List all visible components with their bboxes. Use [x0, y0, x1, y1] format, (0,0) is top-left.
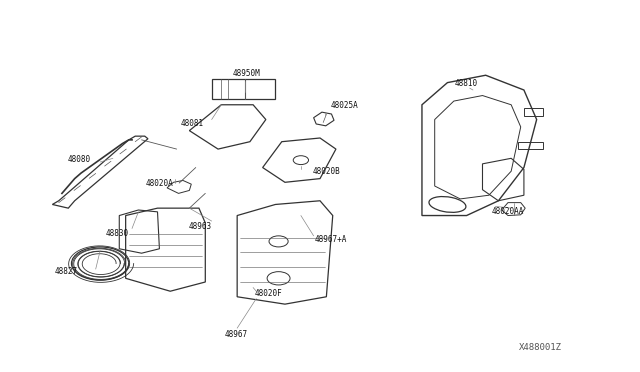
Text: 48830: 48830	[106, 230, 129, 238]
Text: 48810: 48810	[455, 79, 478, 88]
Bar	[212, 79, 275, 99]
Text: 48967: 48967	[225, 330, 248, 339]
Text: X488001Z: X488001Z	[519, 343, 562, 352]
Text: 48963: 48963	[189, 222, 212, 231]
Text: 48020B: 48020B	[312, 167, 340, 176]
Text: 48950M: 48950M	[233, 69, 260, 78]
Text: 48967+A: 48967+A	[315, 235, 348, 244]
Text: 48020AA: 48020AA	[492, 206, 524, 216]
Text: 48020A: 48020A	[146, 179, 173, 187]
Text: 48025A: 48025A	[330, 101, 358, 110]
Text: 48081: 48081	[181, 119, 204, 128]
Bar	[518, 142, 543, 149]
Bar	[524, 109, 543, 116]
Text: 48020F: 48020F	[255, 289, 283, 298]
Text: 48080: 48080	[67, 155, 91, 164]
Text: 48827: 48827	[55, 267, 78, 276]
